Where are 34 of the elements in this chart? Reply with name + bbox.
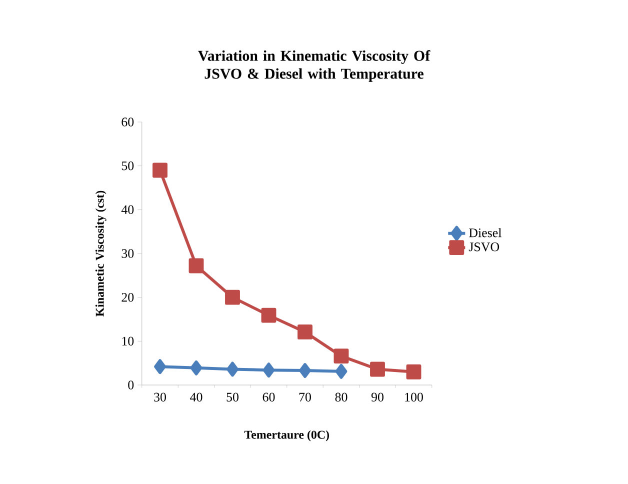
- y-axis-title: Kinametic Viscosity (cst): [95, 190, 106, 316]
- legend-label: JSVO: [468, 242, 500, 252]
- y-tick-label: 20: [122, 292, 134, 302]
- x-tick-label: 60: [262, 392, 275, 402]
- point: [334, 348, 349, 364]
- point: [190, 360, 202, 376]
- y-tick-label: 60: [122, 118, 134, 126]
- y-tick-label: 0: [128, 380, 134, 390]
- point: [226, 362, 238, 377]
- point: [152, 162, 168, 178]
- point: [298, 324, 312, 340]
- point: [299, 363, 311, 378]
- point: [154, 359, 166, 374]
- x-tick-label: 90: [371, 392, 384, 402]
- y-tick-label: 40: [121, 205, 134, 214]
- x-tick-label: 100: [405, 392, 423, 402]
- y-tick-label: 30: [122, 249, 134, 258]
- point: [188, 258, 204, 274]
- point: [335, 364, 348, 379]
- legend-label: Diesel: [469, 228, 502, 238]
- y-tick-label: 50: [122, 161, 134, 170]
- x-tick-label: 50: [226, 392, 238, 402]
- x-tick-label: 80: [335, 392, 348, 402]
- y-tick-label: 10: [122, 336, 134, 346]
- x-tick-label: 30: [154, 392, 166, 402]
- point: [261, 308, 276, 323]
- x-tick-label: 70: [299, 392, 311, 402]
- x-axis-title: Temertaure (0C): [244, 430, 330, 442]
- point: [225, 290, 240, 305]
- point: [406, 364, 422, 380]
- chart-title: Variation in Kinematic Viscosity Of JSVO & Diesel with Temperature: [198, 50, 430, 82]
- point: [370, 362, 385, 377]
- x-tick-label: 40: [190, 392, 202, 402]
- point: [262, 362, 275, 378]
